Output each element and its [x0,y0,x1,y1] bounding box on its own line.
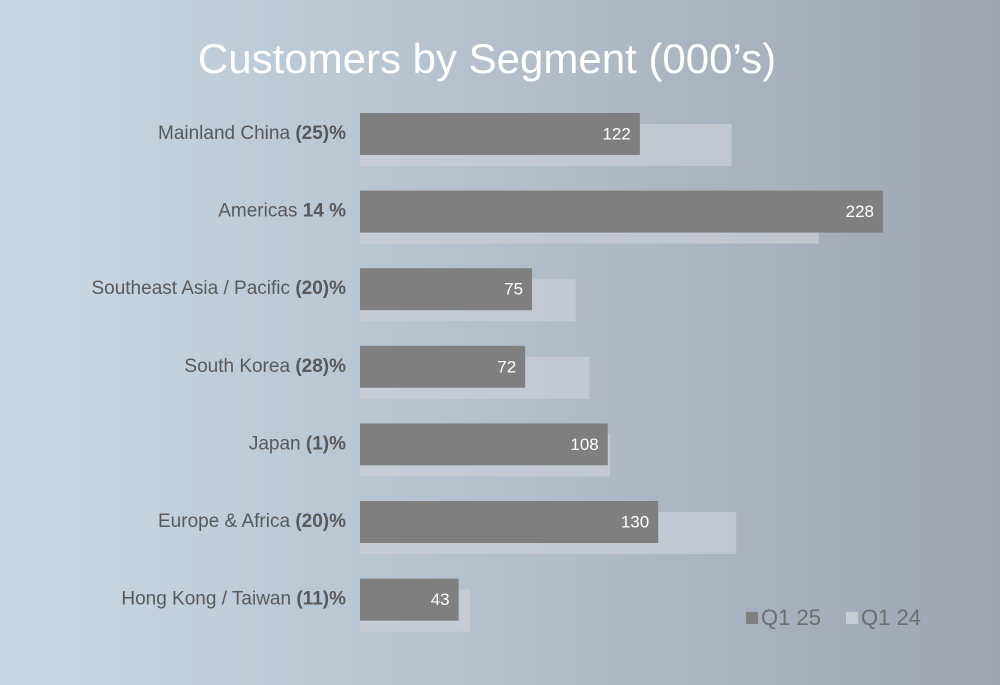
data-label: 130 [621,512,649,531]
bar [360,501,659,543]
data-label: 122 [602,124,630,143]
bar [360,190,883,233]
category-name: Japan [249,433,301,454]
data-label: 108 [570,435,598,454]
category-change: (20)% [295,278,346,299]
chart-title: Customers by Segment (000’s) [198,35,776,82]
legend-swatch [846,612,858,624]
bar [360,578,459,621]
legend-label: Q1 24 [861,605,921,630]
category-change: (25)% [295,123,346,144]
category-label: Americas 14 % [218,201,346,222]
bar [360,345,526,388]
category-label: South Korea (28)% [184,356,346,377]
data-label: 228 [846,202,874,221]
bar [360,423,608,466]
category-label: Southeast Asia / Pacific (20)% [91,278,346,299]
category-change: (11)% [296,589,346,610]
data-label: 75 [504,280,523,299]
category-name: Hong Kong / Taiwan [121,589,291,610]
category-name: South Korea [184,356,290,377]
data-label: 43 [431,590,450,609]
category-change: 14 % [303,201,346,222]
category-label: Mainland China (25)% [158,123,346,144]
category-change: (20)% [295,511,346,532]
category-change: (28)% [295,356,346,377]
category-name: Southeast Asia / Pacific [91,278,290,299]
legend-swatch [746,612,758,624]
category-label: Europe & Africa (20)% [158,511,346,532]
category-name: Europe & Africa [158,511,290,532]
bar [360,113,640,155]
category-label: Japan (1)% [249,433,346,454]
bar [360,268,533,311]
category-label: Hong Kong / Taiwan (11)% [121,589,346,610]
legend-label: Q1 25 [761,605,821,630]
category-change: (1)% [306,433,346,454]
data-label: 72 [497,357,516,376]
category-name: Mainland China [158,123,290,144]
category-name: Americas [218,201,297,222]
